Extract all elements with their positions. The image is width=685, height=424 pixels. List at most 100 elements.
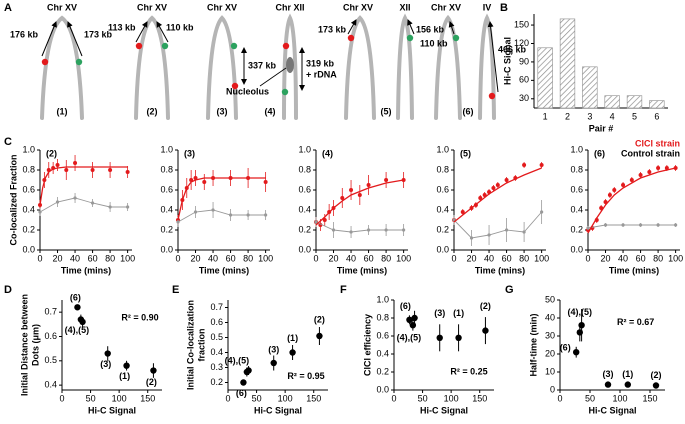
x-tick-label: 100: [612, 393, 627, 403]
x-tick-label: 40: [484, 253, 494, 263]
data-point: [455, 334, 462, 341]
data-point: [349, 188, 354, 192]
x-tick-label: 150: [140, 393, 155, 403]
arrow: [135, 21, 148, 43]
y-tick-label: 0.6: [570, 184, 583, 194]
data-point: [126, 205, 130, 209]
diagram: Chr XV Chr XV Chr XV Chr XII Chr XV XII …: [10, 2, 527, 120]
y-tick-label: 0.6: [436, 184, 449, 194]
data-point: [469, 236, 474, 240]
x-tick-label: 40: [618, 253, 628, 263]
data-point: [674, 223, 678, 227]
data-point: [384, 178, 389, 182]
x-axis-label: Time (mins): [199, 265, 249, 275]
y-axis-label: Initial Co-localization: [185, 300, 195, 390]
data-point: [264, 213, 268, 217]
x-tick-label: 100: [258, 253, 273, 263]
y-tick-label: 0.4: [22, 204, 35, 214]
data-point: [656, 223, 660, 227]
x-axis-label: Hi-C Signal: [254, 405, 302, 415]
x-axis-label: Hi-C Signal: [88, 405, 136, 415]
data-point: [73, 161, 78, 165]
x-axis-label: Hi-C Signal: [588, 405, 636, 415]
point-label: (4),(5): [65, 325, 90, 335]
y-tick-label: 0.8: [436, 164, 449, 174]
data-point: [621, 223, 625, 227]
y-tick-label: 0.0: [436, 244, 449, 254]
y-tick-label: 1.0: [570, 144, 583, 154]
point-label: (1): [287, 333, 298, 343]
y-tick-label: 0.6: [210, 317, 223, 327]
y-tick-label: 0.2: [22, 224, 35, 234]
x-tick-label: 60: [502, 253, 512, 263]
x-tick-label: 100: [396, 253, 411, 263]
x-tick-label: 0: [557, 393, 562, 403]
data-point: [406, 316, 413, 323]
y-tick-label: 0.0: [160, 244, 173, 254]
distance-label: 466 kb: [498, 44, 527, 54]
x-tick-label: 50: [585, 393, 595, 403]
y-axis-label: Co-localized Fraction: [8, 154, 18, 245]
series-line: [315, 179, 404, 226]
arrow: [407, 19, 415, 35]
data-point: [366, 228, 371, 232]
pair-label: (6): [463, 106, 474, 116]
y-tick-label: 1.0: [22, 144, 35, 154]
y-tick-label: 10: [545, 366, 555, 376]
point-label: (6): [560, 343, 571, 353]
x-tick-label: 80: [381, 253, 391, 263]
x-tick-label: 20: [467, 253, 477, 263]
x-axis-label: Time (mins): [61, 265, 111, 275]
chart-title: (5): [460, 148, 471, 158]
pair-label: (5): [381, 106, 392, 116]
y-tick-label: 150: [514, 19, 529, 29]
x-tick-label: 100: [534, 253, 549, 263]
point-label: (1): [453, 308, 464, 318]
y-tick-label: 20: [545, 348, 555, 358]
pair-label: (2): [147, 106, 158, 116]
y-tick-label: 0.0: [298, 244, 311, 254]
y-tick-label: 0.5: [44, 355, 57, 365]
data-point: [79, 318, 86, 326]
y-tick-label: 0.8: [160, 164, 173, 174]
y-tick-label: 0.2: [298, 224, 311, 234]
distance-label: 156 kb: [416, 24, 445, 34]
data-point: [652, 382, 660, 389]
x-tick-label: 50: [418, 393, 428, 403]
distance-label: 173 kb: [84, 29, 113, 39]
x-tick-label: 5: [632, 111, 637, 121]
data-point: [108, 168, 113, 172]
x-tick-label: 50: [86, 393, 96, 403]
x-tick-label: 80: [105, 253, 115, 263]
bar: [604, 95, 620, 109]
data-point: [322, 218, 327, 222]
y-tick-label: 0.0: [22, 244, 35, 254]
y-tick-label: 40: [545, 312, 555, 322]
data-point: [123, 362, 130, 369]
data-point: [270, 359, 277, 367]
nucleolus: [286, 57, 294, 73]
x-tick-label: 100: [120, 253, 135, 263]
data-point: [90, 168, 95, 172]
point-label: (2): [651, 370, 662, 380]
y-tick-label: 0.8: [570, 164, 583, 174]
dot: [230, 42, 238, 50]
point-label: (1): [622, 369, 633, 379]
data-point: [411, 314, 418, 322]
data-point: [64, 168, 69, 172]
chromosome-label: Chr XII: [275, 2, 304, 12]
panel-label: G: [505, 284, 514, 296]
data-point: [487, 233, 491, 237]
x-tick-label: 6: [654, 111, 659, 121]
distance-label: + rDNA: [306, 69, 337, 79]
point-label: (3): [100, 359, 111, 369]
x-tick-label: 150: [306, 393, 321, 403]
y-tick-label: 0.6: [298, 184, 311, 194]
series-line: [453, 167, 542, 223]
y-tick-label: 0.0: [570, 244, 583, 254]
x-tick-label: 0: [175, 253, 180, 263]
data-point: [402, 228, 406, 232]
x-tick-label: 2: [565, 111, 570, 121]
y-tick-label: 0.3: [210, 362, 223, 372]
y-tick-label: 0.4: [570, 204, 583, 214]
